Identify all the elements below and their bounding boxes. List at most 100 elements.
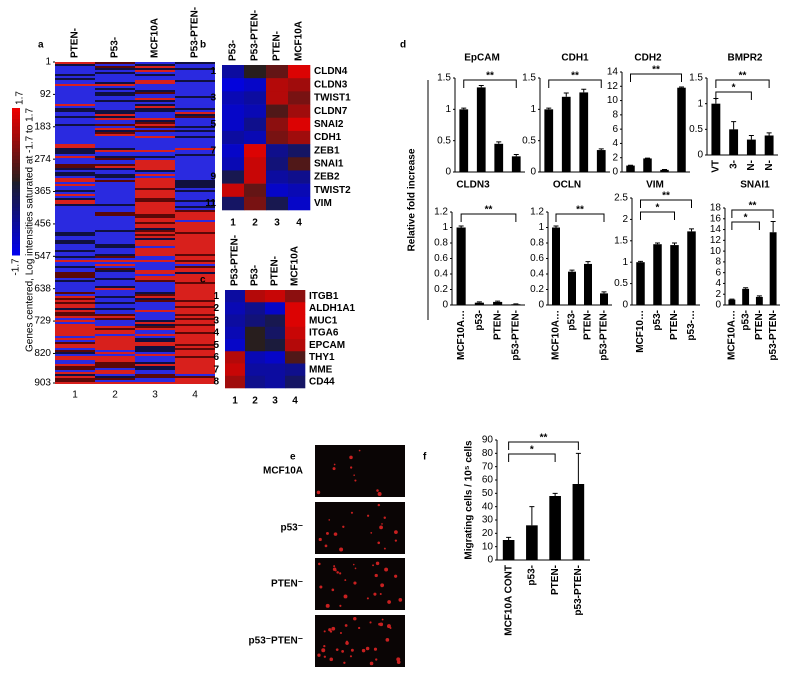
heatmap-texture	[55, 238, 95, 240]
chart-title: CDH2	[634, 53, 662, 64]
heatmap-texture	[55, 122, 95, 124]
chart-title: SNAI1	[740, 180, 770, 191]
heatmap-texture	[175, 138, 215, 140]
heatmap-texture	[175, 186, 215, 188]
heatmap-texture	[95, 304, 135, 306]
row-tick-label: 183	[34, 121, 51, 132]
heatmap-texture	[135, 146, 175, 148]
error-bar	[748, 134, 754, 140]
heatmap-texture	[95, 346, 135, 348]
micrograph	[315, 558, 405, 610]
heatmap-texture	[135, 180, 175, 182]
colorbar-step	[12, 141, 20, 146]
heatmap-texture	[135, 122, 175, 124]
y-tick-label: 16	[710, 213, 722, 224]
heatmap-texture	[175, 250, 215, 252]
heatmap-cell	[244, 117, 267, 132]
heatmap-texture	[175, 324, 215, 326]
micrograph-cell	[369, 661, 374, 666]
colorbar-step	[12, 126, 20, 131]
y-tick-label: 12	[607, 81, 619, 92]
heatmap-texture	[135, 84, 175, 86]
heatmap-texture	[135, 234, 175, 236]
heatmap-cell	[265, 314, 286, 328]
micrograph-cell	[328, 628, 332, 632]
heatmap-texture	[55, 320, 95, 322]
heatmap-texture	[175, 104, 215, 106]
significance: **	[571, 71, 579, 82]
micrograph-cell	[384, 567, 389, 572]
significance: **	[540, 433, 548, 444]
heatmap-cell	[288, 130, 311, 145]
heatmap-texture	[55, 198, 95, 200]
heatmap-texture	[175, 262, 215, 264]
heatmap-texture	[135, 260, 175, 262]
heatmap-texture	[95, 382, 135, 384]
heatmap-texture	[175, 372, 215, 374]
heatmap-texture	[95, 90, 135, 92]
heatmap-texture	[95, 360, 135, 362]
heatmap-texture	[135, 270, 175, 272]
heatmap-texture	[175, 236, 215, 238]
heatmap-texture	[135, 370, 175, 372]
heatmap-cell	[266, 78, 289, 92]
heatmap-texture	[135, 236, 175, 238]
y-tick-label: 1.2	[530, 207, 544, 218]
chart-title: VIM	[646, 180, 664, 191]
heatmap-texture	[55, 274, 95, 276]
heatmap-texture	[135, 254, 175, 256]
row-tick-label: 729	[34, 316, 51, 327]
row-number: 8	[213, 377, 219, 388]
heatmap-texture	[55, 280, 95, 282]
row-tick-label: 365	[34, 186, 51, 197]
x-tick-label: MCF10A…	[456, 310, 467, 360]
x-tick-label: p53-PTEN-	[599, 310, 610, 361]
significance-bracket	[555, 213, 605, 222]
y-tick-label: 0	[697, 150, 703, 161]
heatmap-texture	[95, 282, 135, 284]
chart-title: CDH1	[561, 53, 589, 64]
heatmap-texture	[175, 370, 215, 372]
bar	[660, 169, 669, 172]
row-label: THY1	[309, 352, 335, 363]
heatmap-texture	[55, 190, 95, 192]
heatmap-texture	[135, 116, 175, 118]
heatmap-texture	[95, 290, 135, 292]
heatmap-cell	[266, 144, 289, 158]
micrograph-cell	[398, 598, 403, 602]
row-label: MME	[309, 364, 333, 375]
heatmap-texture	[95, 72, 135, 74]
heatmap-texture	[175, 366, 215, 368]
micrograph-cell	[316, 490, 321, 495]
heatmap-cell	[288, 144, 311, 158]
heatmap-texture	[175, 348, 215, 350]
bar	[643, 158, 652, 172]
heatmap-texture	[95, 198, 135, 200]
image-label: p53⁻	[280, 523, 303, 534]
heatmap-texture	[55, 326, 95, 328]
heatmap-texture	[175, 112, 215, 114]
heatmap-texture	[175, 218, 215, 220]
heatmap-texture	[95, 82, 135, 84]
micrograph-cell	[377, 541, 381, 545]
row-label: ZEB1	[314, 145, 340, 156]
heatmap-cell	[288, 196, 311, 211]
y-axis-label: Relative fold increase	[407, 148, 418, 251]
heatmap-texture	[135, 262, 175, 264]
heatmap-texture	[55, 150, 95, 152]
heatmap-cell	[265, 363, 286, 377]
micrograph-cell	[331, 588, 335, 592]
row-label: ZEB2	[314, 172, 340, 183]
heatmap-texture	[135, 340, 175, 342]
column-label: MCF10A	[150, 18, 161, 58]
heatmap-texture	[55, 78, 95, 80]
heatmap-texture	[175, 378, 215, 380]
heatmap-texture	[95, 106, 135, 108]
heatmap-texture	[95, 254, 135, 256]
heatmap-texture	[135, 354, 175, 356]
heatmap-texture	[55, 236, 95, 238]
heatmap-texture	[135, 192, 175, 194]
colorbar-step	[12, 122, 20, 127]
heatmap-texture	[55, 192, 95, 194]
heatmap-cell	[222, 78, 245, 92]
